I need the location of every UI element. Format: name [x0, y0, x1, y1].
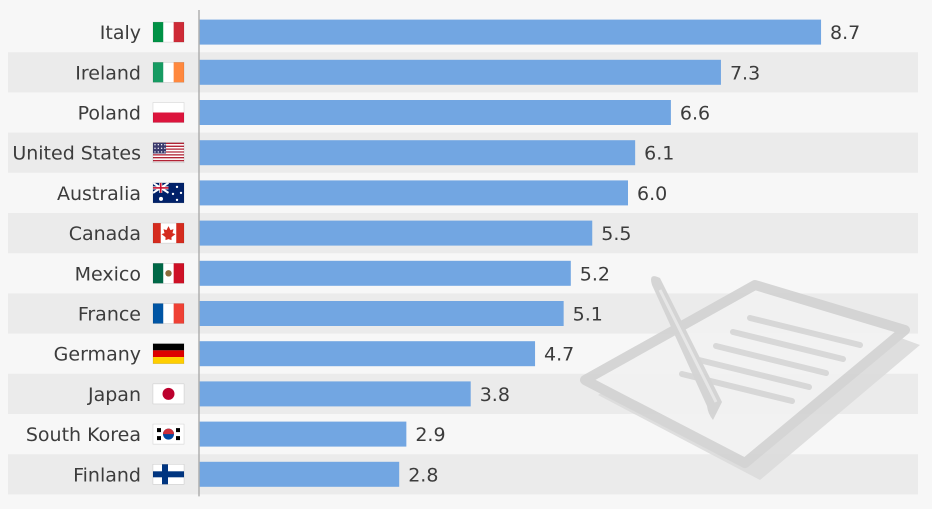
category-label: Mexico	[75, 263, 141, 285]
document-pen-illustration-icon	[580, 276, 920, 480]
value-label: 6.1	[644, 143, 674, 165]
category-label: Australia	[57, 183, 141, 205]
flag-icons	[152, 21, 185, 485]
category-label: United States	[12, 143, 141, 165]
value-label: 8.7	[830, 22, 860, 44]
bar-south-korea	[199, 421, 407, 447]
united-states-flag-icon	[152, 142, 185, 163]
category-labels: Italy Ireland Poland United States Australia…	[12, 22, 141, 486]
value-label: 3.8	[480, 384, 510, 406]
bar-finland	[199, 461, 400, 487]
value-label: 7.3	[730, 62, 760, 84]
category-label: Finland	[73, 464, 141, 486]
value-label: 6.6	[680, 103, 710, 125]
japan-flag-icon	[152, 383, 185, 405]
finland-flag-icon	[152, 463, 185, 485]
bar-france	[199, 301, 564, 326]
bar-mexico	[199, 260, 571, 286]
australia-flag-icon	[152, 182, 185, 204]
bar-australia	[199, 180, 628, 206]
south-korea-flag-icon	[152, 423, 185, 445]
italy-flag-icon	[152, 21, 185, 43]
category-label: Germany	[54, 344, 141, 366]
canada-flag-icon	[152, 222, 185, 244]
category-label: France	[78, 304, 141, 326]
mexico-flag-icon	[152, 262, 185, 284]
bar-japan	[199, 381, 471, 407]
bar-ireland	[199, 59, 721, 85]
poland-flag-icon	[152, 102, 185, 123]
category-label: Canada	[69, 223, 141, 245]
bar-united-states	[199, 140, 636, 166]
value-labels: 8.7 7.3 6.6 6.1 6.0 5.5 5.2 5.1 4.7 3.8 2.9 2.8	[408, 22, 860, 486]
category-label: Japan	[87, 384, 141, 406]
value-label: 6.0	[637, 183, 667, 205]
value-label: 5.2	[580, 263, 610, 285]
value-label: 2.8	[408, 464, 438, 486]
bar-poland	[199, 100, 671, 125]
value-label: 4.7	[544, 344, 574, 366]
bars	[199, 19, 822, 487]
category-label: Italy	[100, 22, 141, 44]
category-label: Poland	[78, 103, 141, 125]
bar-germany	[199, 341, 536, 367]
value-label: 5.1	[573, 304, 603, 326]
bar-italy	[199, 19, 822, 45]
category-label: Ireland	[75, 62, 141, 84]
value-label: 2.9	[415, 424, 445, 446]
category-label: South Korea	[26, 424, 141, 446]
france-flag-icon	[152, 303, 185, 324]
bar-canada	[199, 220, 593, 246]
ireland-flag-icon	[152, 61, 185, 83]
value-label: 5.5	[601, 223, 631, 245]
germany-flag-icon	[152, 343, 185, 365]
